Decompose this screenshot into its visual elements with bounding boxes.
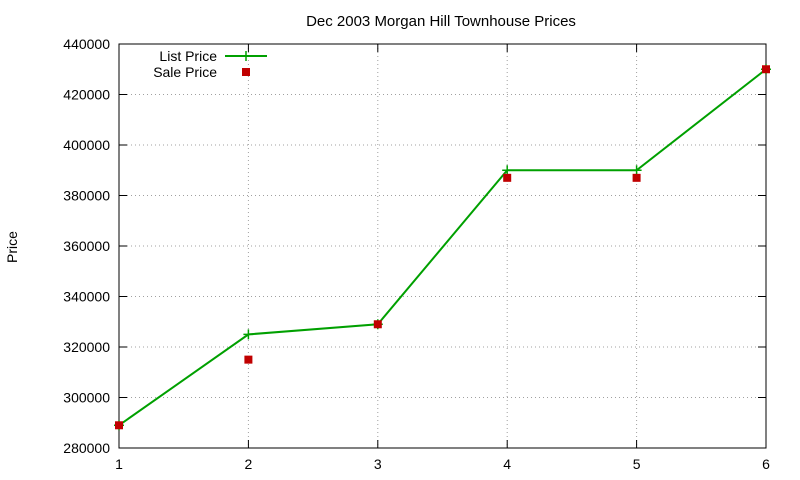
- y-tick-label: 400000: [63, 137, 110, 153]
- x-tick-label: 6: [762, 456, 770, 472]
- grid-lines: [119, 44, 766, 448]
- list-price-line: [118, 68, 767, 427]
- y-tick-label: 300000: [63, 390, 110, 406]
- legend-label-list-price: List Price: [159, 48, 217, 64]
- series-sale-price: [115, 65, 770, 430]
- legend-marker-sale-price: [242, 68, 250, 76]
- x-tick-label: 3: [374, 456, 382, 472]
- sale-price-point: [373, 320, 382, 329]
- y-tick-label: 440000: [63, 36, 110, 52]
- y-axis-label: Price: [4, 231, 20, 263]
- x-tick-label: 1: [115, 456, 123, 472]
- series-list-price: [114, 64, 771, 431]
- sale-price-point: [632, 173, 641, 182]
- sale-price-point: [115, 421, 123, 430]
- y-tick-label: 360000: [63, 238, 110, 254]
- x-tick-label: 4: [503, 456, 511, 472]
- legend-marker-list-price: [241, 51, 251, 61]
- list-price-point: [243, 329, 254, 340]
- y-tick-label: 320000: [63, 339, 110, 355]
- series-layer: [114, 64, 771, 431]
- x-tick-label: 2: [245, 456, 253, 472]
- sale-price-point: [503, 173, 512, 182]
- plot-frame: [118, 43, 767, 449]
- x-tick-label: 5: [633, 456, 641, 472]
- axis-ticks: 280000 300000 320000 340000 360000 380000 4000…: [63, 36, 770, 472]
- y-tick-label: 340000: [63, 289, 110, 305]
- sale-price-point: [762, 65, 770, 74]
- y-tick-label: 280000: [63, 440, 110, 456]
- list-price-point: [502, 165, 513, 176]
- y-tick-label: 380000: [63, 188, 110, 204]
- chart-title: Dec 2003 Morgan Hill Townhouse Prices: [306, 13, 576, 30]
- y-tick-label: 420000: [63, 87, 110, 103]
- list-price-point: [631, 165, 642, 176]
- legend-label-sale-price: Sale Price: [153, 64, 217, 80]
- sale-price-point: [244, 355, 253, 364]
